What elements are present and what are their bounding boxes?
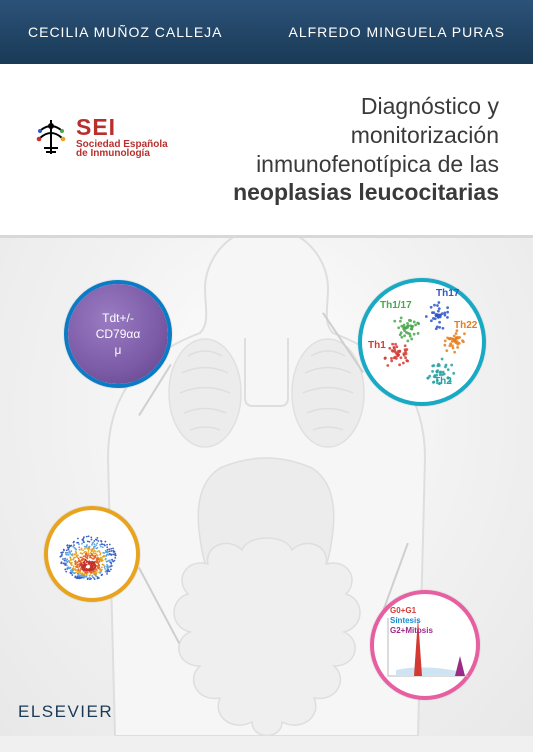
bubble1-line-1: CD79αα <box>96 326 141 342</box>
author-left: CECILIA MUÑOZ CALLEJA <box>28 24 223 40</box>
cell-cycle-label: G0+G1 <box>390 606 416 615</box>
cell-cycle-label: Síntesis <box>390 616 421 625</box>
sei-text: SEI Sociedad Española de Inmunología <box>76 114 168 159</box>
title-line-2: monitorización <box>233 121 499 150</box>
th-cluster-label: Th1/17 <box>380 300 412 311</box>
sei-acronym: SEI <box>76 114 168 141</box>
publisher-logo: ELSEVIER <box>18 702 113 722</box>
bubble-density-plot <box>44 506 140 602</box>
title-section: SEI Sociedad Española de Inmunología Dia… <box>0 64 533 238</box>
author-right: ALFREDO MINGUELA PURAS <box>289 24 506 40</box>
th-cluster-label: Th22 <box>454 320 477 331</box>
title-line-4: neoplasias leucocitarias <box>233 178 499 207</box>
title-line-3: inmunofenotípica de las <box>233 150 499 179</box>
bubble1-line-2: μ <box>115 342 122 358</box>
illustration-area: Tdt+/-CD79ααμ Th1/17 Th17 Th1 Th22 Th2 G0+G1… <box>0 238 533 736</box>
title-line-1: Diagnóstico y <box>233 92 499 121</box>
th-cluster-label: Th1 <box>368 340 386 351</box>
sei-logo-icon <box>34 116 68 158</box>
bubble-markers: Tdt+/-CD79ααμ <box>64 280 172 388</box>
sei-logo-block: SEI Sociedad Española de Inmunología <box>34 114 168 159</box>
bubble-th-scatter: Th1/17 Th17 Th1 Th22 Th2 <box>358 278 486 406</box>
book-title: Diagnóstico y monitorización inmunofenot… <box>233 92 499 207</box>
bubble-cell-cycle: G0+G1SíntesisG2+Mitosis <box>370 590 480 700</box>
bubble1-line-0: Tdt+/- <box>102 310 134 326</box>
header-bar: CECILIA MUÑOZ CALLEJA ALFREDO MINGUELA P… <box>0 0 533 64</box>
th-cluster-label: Th17 <box>436 288 459 299</box>
cell-cycle-label: G2+Mitosis <box>390 626 433 635</box>
th-cluster-label: Th2 <box>434 376 452 387</box>
